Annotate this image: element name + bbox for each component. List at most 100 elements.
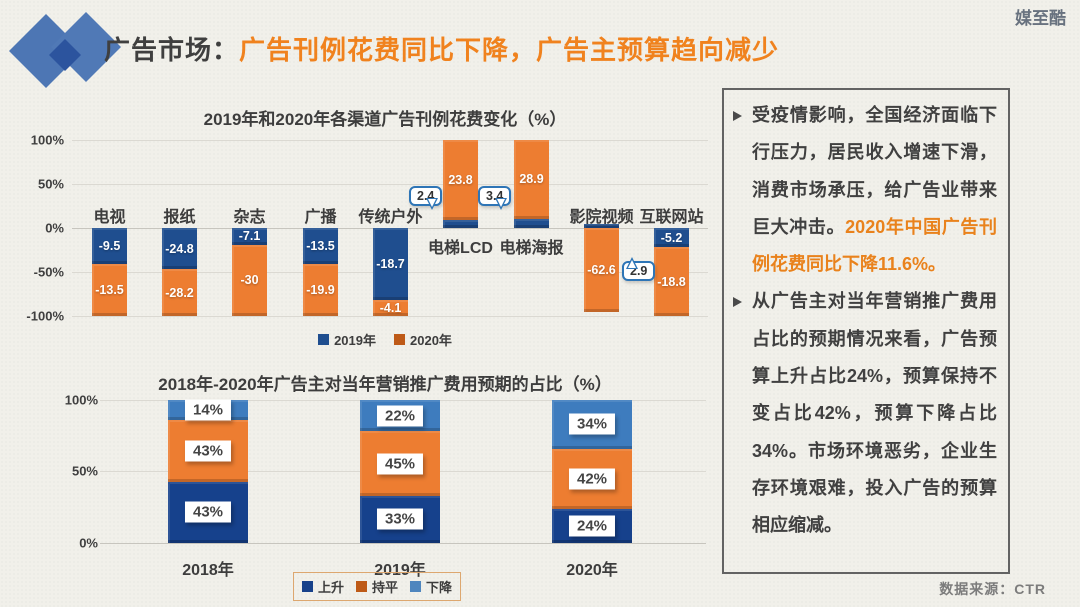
bar-value-label: -7.1 <box>238 229 261 244</box>
gridline <box>100 543 706 544</box>
legend-label: 持平 <box>371 580 398 595</box>
gridline <box>72 316 708 317</box>
page-title-prefix: 广告市场： <box>104 35 240 65</box>
bar-value-label: -18.7 <box>376 257 405 272</box>
bar-value-label: -9.5 <box>98 239 121 254</box>
category-label: 电视 <box>93 209 126 226</box>
y-tick-label: 50% <box>37 176 64 192</box>
gridline <box>72 228 708 229</box>
bar-segment-2019年 <box>514 218 549 228</box>
bar-value-label: 45% <box>376 453 424 475</box>
bar-segment-2019年 <box>654 228 689 248</box>
bar-value-label: -30 <box>240 273 259 288</box>
bar-value-label: 24% <box>568 515 616 537</box>
bar-segment-2020年 <box>232 244 267 316</box>
bullet-text: 受疫情影响，全国经济面临下行压力，居民收入增速下滑，消费市场承压，给广告业带来巨… <box>752 105 998 275</box>
bar-value-label: -4.1 <box>379 301 402 316</box>
legend-swatch <box>318 334 330 345</box>
bullet-arrow-icon <box>733 283 752 544</box>
category-label: 报纸 <box>163 209 196 226</box>
bar-value-label: -13.5 <box>306 238 335 253</box>
bar-value-label: 42% <box>568 468 616 490</box>
legend-swatch <box>394 334 405 345</box>
bar-value-label: 22% <box>376 405 424 427</box>
bar-value-label: 28.9 <box>519 172 544 187</box>
bar-segment-持平 <box>360 431 440 496</box>
category-label: 杂志 <box>233 209 266 226</box>
bar-segment-2020年 <box>303 263 338 316</box>
chart1-legend: 2019年 2020年 <box>60 330 710 349</box>
legend-swatch <box>355 581 367 592</box>
bar-segment-2019年 <box>443 219 478 228</box>
gridline <box>72 184 708 185</box>
bar-segment-2020年 <box>654 247 689 316</box>
bar-value-label: 43% <box>184 501 232 523</box>
bar-segment-2019年 <box>373 228 408 301</box>
bullet-highlight-text: 2020年中国广告刊例花费同比下降11.6%。 <box>752 216 998 275</box>
bar-value-label: 23.8 <box>448 172 473 187</box>
bar-segment-上升 <box>552 508 632 543</box>
legend-label: 2019年 <box>334 333 376 348</box>
category-label: 电梯LCD <box>428 240 493 257</box>
y-tick-label: -50% <box>33 264 64 280</box>
chart1-title: 2019年和2020年各渠道广告刊例花费变化（%） <box>203 110 567 129</box>
bar-segment-2020年 <box>92 264 127 316</box>
bar-segment-2020年 <box>443 140 478 220</box>
bar-segment-2020年 <box>514 140 549 219</box>
gridline <box>100 400 706 401</box>
bar-segment-持平 <box>552 448 632 509</box>
category-label: 影院视频 <box>569 209 634 226</box>
insight-bullet: 受疫情影响，全国经济面临下行压力，居民收入增速下滑，消费市场承压，给广告业带来巨… <box>733 97 997 283</box>
bar-value-label: -5.2 <box>660 230 683 245</box>
category-label: 2018年 <box>182 562 234 579</box>
bar-segment-下降 <box>552 400 632 449</box>
insight-bullets: 受疫情影响，全国经济面临下行压力，居民收入增速下滑，消费市场承压，给广告业带来巨… <box>733 97 997 545</box>
page-title-highlight: 广告刊例花费同比下降，广告主预算趋向减少 <box>239 35 780 65</box>
bar-value-label: -24.8 <box>165 241 194 256</box>
insight-bullet: 从广告主对当年营销推广费用占比的预期情况来看，广告预算上升占比24%，预算保持不… <box>733 283 997 544</box>
bar-segment-2020年 <box>584 228 619 313</box>
bar-segment-2019年 <box>232 228 267 245</box>
bar-segment-2020年 <box>162 269 197 316</box>
callout-2019-value: 2.9 <box>622 257 656 281</box>
gridline <box>72 272 708 273</box>
y-tick-label: 50% <box>71 463 98 479</box>
y-tick-label: -100% <box>26 308 64 324</box>
insight-panel: 受疫情影响，全国经济面临下行压力，居民收入增速下滑，消费市场承压，给广告业带来巨… <box>722 88 1010 574</box>
legend-swatch <box>301 581 313 592</box>
chart2-legend: 上升 持平 下降 <box>293 572 461 601</box>
legend-label: 下降 <box>426 580 453 595</box>
callout-2019-value: 2.4 <box>409 186 443 210</box>
y-tick-label: 0% <box>45 220 64 236</box>
legend-item: 下降 <box>410 577 452 596</box>
category-label: 广播 <box>304 209 337 226</box>
bar-segment-下降 <box>360 400 440 432</box>
bullet-text: 从广告主对当年营销推广费用占比的预期情况来看，广告预算上升占比24%，预算保持不… <box>752 291 997 536</box>
bar-value-label: 14% <box>184 399 232 421</box>
legend-item: 上升 <box>301 577 344 596</box>
bar-value-label: -18.8 <box>657 274 686 289</box>
bullet-arrow-icon <box>733 97 752 283</box>
bar-segment-2019年 <box>162 228 197 270</box>
legend-item: 2020年 <box>394 330 452 349</box>
callout-2019-value: 3.4 <box>478 186 512 210</box>
bar-value-label: -13.5 <box>95 283 124 298</box>
bar-segment-持平 <box>168 420 248 482</box>
bar-value-label: 34% <box>568 413 616 435</box>
bar-segment-2019年 <box>92 228 127 265</box>
legend-label: 上升 <box>317 580 344 595</box>
bar-value-label: -19.9 <box>306 282 335 297</box>
bar-segment-2019年 <box>303 228 338 264</box>
category-label: 2020年 <box>566 562 618 579</box>
bar-value-label: 33% <box>376 508 424 530</box>
legend-item: 持平 <box>355 577 398 596</box>
y-tick-label: 100% <box>30 132 64 148</box>
legend-swatch <box>410 581 421 592</box>
category-label: 电梯海报 <box>499 240 564 257</box>
y-tick-label: 0% <box>79 535 98 551</box>
gridline <box>100 471 706 472</box>
legend-item: 2019年 <box>318 330 376 349</box>
category-label: 传统户外 <box>358 209 423 226</box>
bar-value-label: -28.2 <box>165 285 194 300</box>
